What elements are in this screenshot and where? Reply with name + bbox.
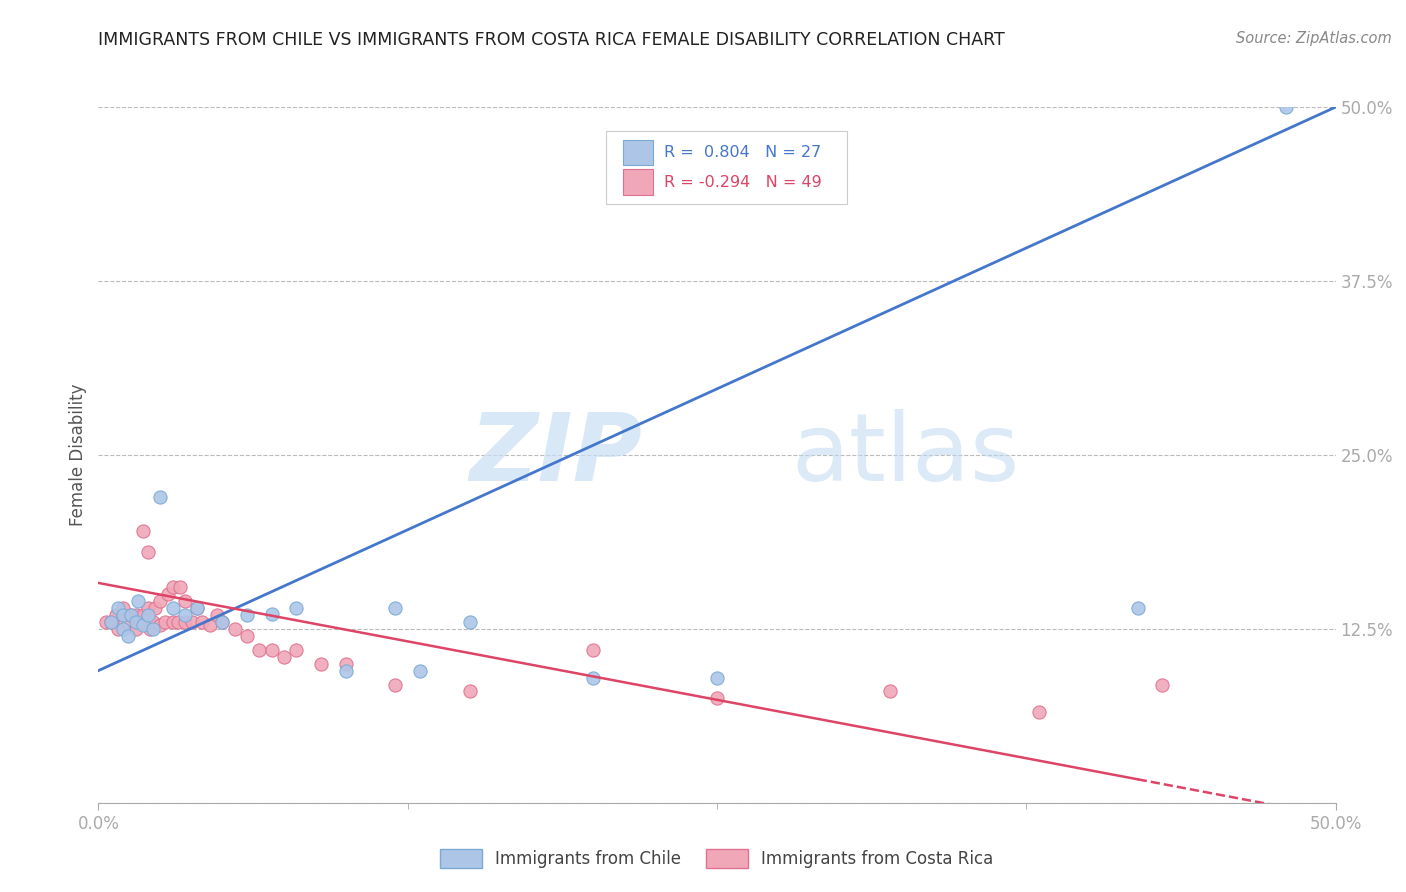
Point — [124, 622, 146, 636]
Point — [100, 615, 122, 629]
Point — [1275, 100, 1298, 114]
Legend: Immigrants from Chile, Immigrants from Costa Rica: Immigrants from Chile, Immigrants from C… — [434, 842, 1000, 874]
Point — [100, 615, 122, 629]
Point — [104, 607, 127, 622]
Point — [1152, 677, 1174, 691]
Point — [582, 642, 605, 657]
Point — [132, 524, 155, 539]
Point — [1028, 706, 1050, 720]
Point — [169, 580, 191, 594]
Point — [706, 691, 728, 706]
Point — [120, 607, 142, 622]
Point — [706, 671, 728, 685]
Point — [162, 580, 184, 594]
Point — [285, 601, 308, 615]
Point — [273, 649, 295, 664]
Point — [335, 657, 357, 671]
Text: ZIP: ZIP — [470, 409, 643, 501]
Y-axis label: Female Disability: Female Disability — [69, 384, 87, 526]
Point — [384, 601, 406, 615]
FancyBboxPatch shape — [623, 169, 652, 195]
Point — [127, 594, 149, 608]
Point — [120, 607, 142, 622]
Point — [117, 629, 139, 643]
Point — [162, 615, 184, 629]
Point — [136, 545, 159, 559]
Point — [186, 601, 208, 615]
Point — [458, 615, 481, 629]
Point — [132, 607, 155, 622]
Point — [129, 615, 152, 629]
Point — [191, 615, 214, 629]
Text: R = -0.294   N = 49: R = -0.294 N = 49 — [664, 175, 821, 190]
Point — [149, 617, 172, 632]
FancyBboxPatch shape — [623, 139, 652, 165]
Point — [174, 615, 197, 629]
Point — [142, 622, 165, 636]
Point — [136, 607, 159, 622]
Point — [582, 671, 605, 685]
Point — [198, 617, 221, 632]
Point — [335, 664, 357, 678]
Text: IMMIGRANTS FROM CHILE VS IMMIGRANTS FROM COSTA RICA FEMALE DISABILITY CORRELATIO: IMMIGRANTS FROM CHILE VS IMMIGRANTS FROM… — [98, 31, 1005, 49]
FancyBboxPatch shape — [606, 131, 846, 204]
Point — [285, 642, 308, 657]
Point — [124, 607, 146, 622]
Point — [107, 622, 129, 636]
Point — [149, 594, 172, 608]
Point — [309, 657, 332, 671]
Point — [409, 664, 432, 678]
Point — [112, 601, 135, 615]
Point — [247, 642, 270, 657]
Text: Source: ZipAtlas.com: Source: ZipAtlas.com — [1236, 31, 1392, 46]
Point — [155, 615, 177, 629]
Point — [139, 622, 162, 636]
Point — [156, 587, 179, 601]
Point — [260, 642, 283, 657]
Point — [107, 601, 129, 615]
Point — [174, 594, 197, 608]
Point — [136, 601, 159, 615]
Point — [879, 684, 901, 698]
Point — [224, 622, 246, 636]
Point — [458, 684, 481, 698]
Point — [112, 607, 135, 622]
Point — [124, 615, 146, 629]
Text: atlas: atlas — [792, 409, 1019, 501]
Point — [260, 607, 283, 621]
Point — [236, 607, 259, 622]
Point — [211, 615, 233, 629]
Point — [143, 601, 166, 615]
Point — [112, 622, 135, 636]
Point — [236, 629, 259, 643]
Point — [1126, 601, 1149, 615]
Point — [181, 615, 204, 629]
Point — [94, 615, 117, 629]
Point — [186, 601, 208, 615]
Point — [166, 615, 188, 629]
Point — [112, 607, 135, 622]
Text: R =  0.804   N = 27: R = 0.804 N = 27 — [664, 145, 821, 160]
Point — [162, 601, 184, 615]
Point — [149, 490, 172, 504]
Point — [211, 615, 233, 629]
Point — [174, 607, 197, 622]
Point — [384, 677, 406, 691]
Point — [132, 617, 155, 632]
Point — [205, 607, 228, 622]
Point — [142, 615, 165, 629]
Point — [117, 615, 139, 629]
